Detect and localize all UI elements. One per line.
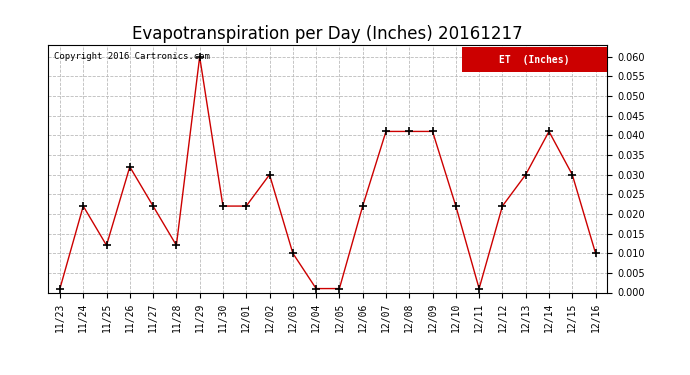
Text: ET  (Inches): ET (Inches) <box>500 55 570 65</box>
Text: Copyright 2016 Cartronics.com: Copyright 2016 Cartronics.com <box>54 53 210 62</box>
Bar <box>462 48 607 72</box>
Title: Evapotranspiration per Day (Inches) 20161217: Evapotranspiration per Day (Inches) 2016… <box>132 26 523 44</box>
